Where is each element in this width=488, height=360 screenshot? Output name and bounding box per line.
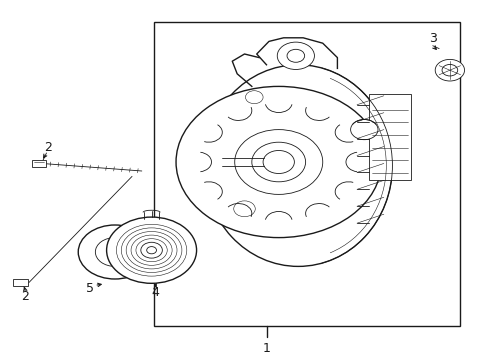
Circle shape [434, 59, 464, 81]
Bar [32, 160, 46, 167]
Circle shape [234, 130, 322, 194]
Text: 2: 2 [21, 291, 29, 303]
Bar [368, 94, 410, 180]
Circle shape [176, 86, 381, 238]
Circle shape [350, 120, 377, 140]
Circle shape [106, 217, 196, 283]
Circle shape [141, 242, 162, 258]
Text: 3: 3 [428, 32, 436, 45]
Text: 2: 2 [44, 141, 52, 154]
Circle shape [263, 150, 294, 174]
Bar [13, 279, 28, 286]
Bar [154, 22, 459, 326]
Text: 1: 1 [262, 342, 270, 355]
Text: 5: 5 [86, 282, 94, 294]
Ellipse shape [204, 65, 391, 266]
Circle shape [78, 225, 151, 279]
Text: 4: 4 [151, 286, 159, 299]
Circle shape [277, 42, 314, 69]
